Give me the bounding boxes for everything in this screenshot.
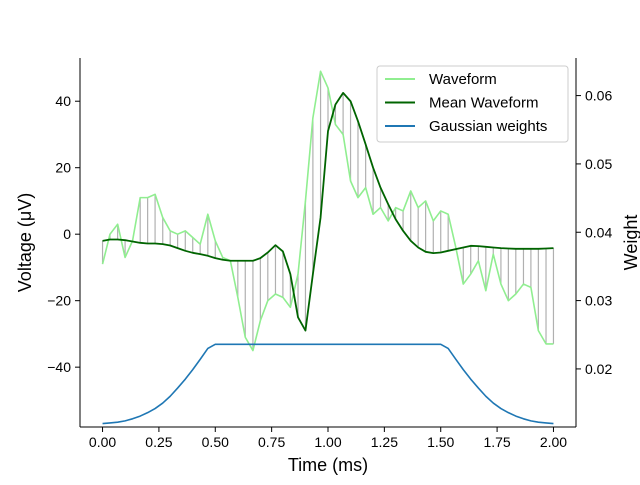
x-tick-label: 1.00 bbox=[314, 434, 341, 450]
x-axis-label: Time (ms) bbox=[288, 455, 368, 475]
x-tick-label: 0.50 bbox=[202, 434, 229, 450]
y2-tick-label: 0.03 bbox=[585, 293, 612, 309]
x-tick-label: 2.00 bbox=[540, 434, 567, 450]
y-tick-label: −40 bbox=[47, 359, 71, 375]
y-tick-label: 40 bbox=[55, 93, 71, 109]
x-tick-label: 0.25 bbox=[145, 434, 172, 450]
y2-axis-label: Weight bbox=[621, 215, 640, 271]
legend-label: Gaussian weights bbox=[429, 118, 547, 135]
series-line-gaussian-weights bbox=[102, 343, 554, 425]
x-tick-label: 1.25 bbox=[371, 434, 398, 450]
y-axis-label: Voltage (μV) bbox=[15, 193, 35, 292]
x-tick-label: 0.00 bbox=[89, 434, 116, 450]
legend-label: Mean Waveform bbox=[429, 95, 538, 112]
x-tick-label: 0.75 bbox=[258, 434, 285, 450]
y-tick-label: 20 bbox=[55, 160, 71, 176]
series-line-waveform bbox=[101, 70, 554, 352]
legend-label: Waveform bbox=[429, 71, 497, 88]
y2-tick-label: 0.02 bbox=[585, 361, 612, 377]
legend: Waveform Mean Waveform Gaussian weights bbox=[376, 65, 569, 143]
series-lines bbox=[101, 70, 554, 425]
y-tick-label: −20 bbox=[47, 293, 71, 309]
x-tick-label: 1.50 bbox=[427, 434, 454, 450]
series-line-mean-waveform bbox=[102, 92, 554, 332]
axes: 0.00 0.25 0.50 0.75 1.00 1.25 1.50 1.75 2.00 −40 −… bbox=[15, 58, 640, 475]
y2-tick-label: 0.04 bbox=[585, 224, 612, 240]
y2-tick-label: 0.06 bbox=[585, 88, 612, 104]
x-tick-label: 1.75 bbox=[483, 434, 510, 450]
y2-tick-label: 0.05 bbox=[585, 156, 612, 172]
y-tick-label: 0 bbox=[63, 226, 71, 242]
legend-box bbox=[376, 65, 569, 143]
